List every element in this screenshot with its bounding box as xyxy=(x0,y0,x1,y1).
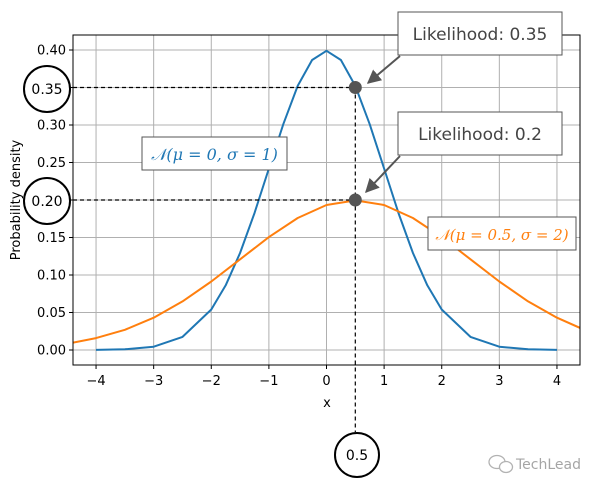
y-tick-label: 0.05 xyxy=(37,306,66,321)
likelihood-high-box xyxy=(397,11,563,56)
y-tick-label: 0.25 xyxy=(37,156,66,171)
x-tick-label: −2 xyxy=(202,374,221,389)
y-tick-label: 0.30 xyxy=(37,119,66,134)
y-axis-label: Probability density xyxy=(9,139,24,260)
guide-lines xyxy=(73,86,356,432)
wechat-logo-icon xyxy=(488,454,514,474)
y-tick-label: 0.40 xyxy=(37,44,66,59)
x-tick-label: 3 xyxy=(495,374,503,389)
x-tick-label: 2 xyxy=(438,374,446,389)
blue-curve-label: 𝒩(μ = 0, σ = 1) xyxy=(151,145,278,164)
series-lines xyxy=(73,49,580,351)
x-tick-label: 1 xyxy=(380,374,388,389)
x-tick-label: −1 xyxy=(259,374,278,389)
blue-curve-label-box xyxy=(141,136,288,171)
x-tick-label: −4 xyxy=(86,374,105,389)
likelihood-high-text: Likelihood: 0.35 xyxy=(413,25,548,45)
orange-curve-label-box xyxy=(427,216,577,251)
watermark-text: TechLead xyxy=(515,457,581,473)
y-value-circle-high xyxy=(23,65,71,113)
series-line-orange xyxy=(73,199,580,344)
likelihood-point xyxy=(348,193,362,207)
likelihood-low-text: Likelihood: 0.2 xyxy=(418,125,542,145)
y-value-circle-low-label: 0.20 xyxy=(31,194,62,210)
series-line-blue xyxy=(95,49,558,351)
y-value-circle-low xyxy=(23,177,71,225)
x-tick-label: −3 xyxy=(144,374,163,389)
axis-ticks: −4−3−2−1012340.000.050.100.150.200.250.3… xyxy=(37,44,561,390)
x-tick-label: 4 xyxy=(553,374,561,389)
orange-curve-label: 𝒩(μ = 0.5, σ = 2) xyxy=(435,226,568,244)
highlight-points xyxy=(348,81,362,207)
x-axis-label: x xyxy=(323,396,331,411)
likelihood-point xyxy=(348,81,362,94)
x-value-circle-label: 0.5 xyxy=(346,448,368,464)
x-value-circle xyxy=(334,432,380,478)
y-tick-label: 0.15 xyxy=(37,231,66,246)
likelihood-high-arrow xyxy=(366,55,401,84)
y-value-circle-high-label: 0.35 xyxy=(31,82,62,98)
x-tick-label: 0 xyxy=(322,374,330,389)
watermark: TechLead xyxy=(488,454,581,474)
likelihood-low-box xyxy=(397,111,563,156)
likelihood-low-arrow xyxy=(365,155,401,194)
y-tick-label: 0.00 xyxy=(37,344,66,359)
y-tick-label: 0.10 xyxy=(37,269,66,284)
